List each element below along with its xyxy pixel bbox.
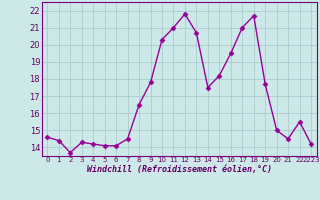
X-axis label: Windchill (Refroidissement éolien,°C): Windchill (Refroidissement éolien,°C) — [87, 165, 272, 174]
